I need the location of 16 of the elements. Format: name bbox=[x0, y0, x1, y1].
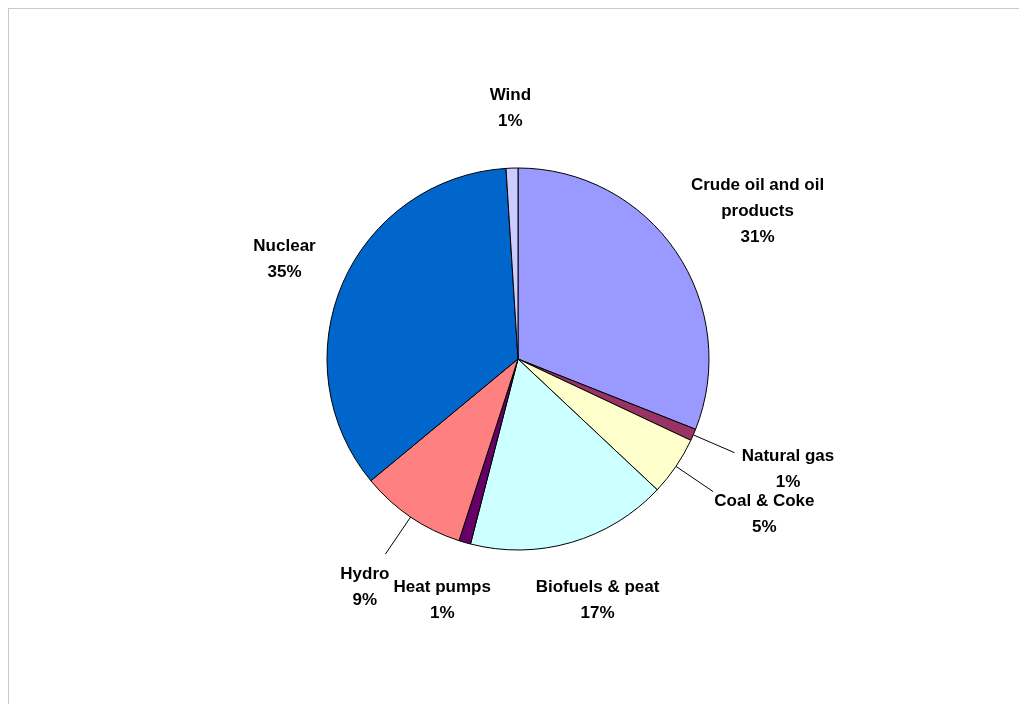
data-label: 1% bbox=[775, 471, 801, 491]
data-label: 1% bbox=[498, 111, 523, 131]
data-label: 35% bbox=[267, 262, 302, 282]
slice-label: Crude oil and oil products bbox=[690, 174, 825, 220]
data-label: 31% bbox=[740, 226, 775, 246]
slice-label: Natural gas bbox=[741, 445, 835, 465]
slice-label: Hydro bbox=[340, 564, 390, 584]
slice-label: Coal & Coke bbox=[714, 491, 815, 511]
slice-label: Wind bbox=[489, 85, 532, 105]
data-label: 5% bbox=[752, 517, 777, 537]
slice-label: Biofuels & peat bbox=[535, 577, 660, 597]
data-label: 1% bbox=[429, 603, 455, 623]
data-label: 9% bbox=[352, 590, 378, 610]
slice-label: Heat pumps bbox=[393, 577, 491, 597]
data-label: 17% bbox=[580, 603, 615, 623]
slice-label: Nuclear bbox=[253, 236, 317, 256]
